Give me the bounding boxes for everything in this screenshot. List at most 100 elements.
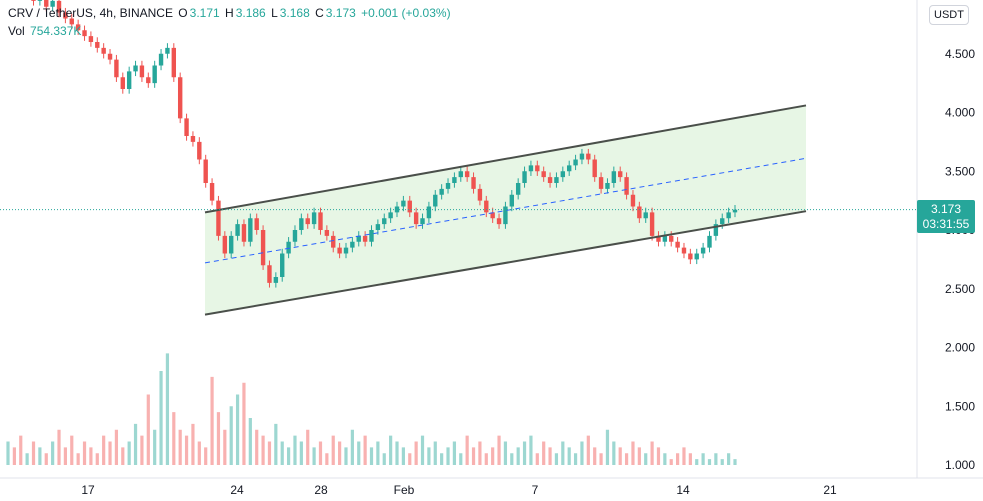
candle-body xyxy=(535,165,540,172)
currency-button[interactable]: USDT xyxy=(929,5,969,25)
candle-body xyxy=(248,218,253,242)
candle-body xyxy=(707,235,712,248)
candle-body xyxy=(515,183,521,195)
candle-body xyxy=(286,241,291,254)
volume-bar xyxy=(510,453,514,465)
candle-body xyxy=(56,0,62,13)
volume-bar xyxy=(229,406,233,465)
volume-bar xyxy=(140,435,144,465)
volume-bar xyxy=(440,453,444,465)
volume-bar xyxy=(286,447,291,465)
candle-body xyxy=(452,177,457,183)
candle-body xyxy=(426,206,432,219)
candle-body xyxy=(375,224,381,230)
candle-body xyxy=(547,177,553,183)
candle-body xyxy=(477,188,483,201)
volume-bar xyxy=(133,423,138,465)
volume-bar xyxy=(70,435,74,465)
candle-body xyxy=(643,212,648,219)
volume-bar xyxy=(618,447,622,465)
candle-body xyxy=(203,159,208,183)
volume-bar xyxy=(529,435,533,465)
volume-bar xyxy=(12,447,16,465)
volume-bar xyxy=(548,447,552,465)
candle-body xyxy=(318,212,323,230)
volume-bar xyxy=(255,429,259,465)
volume-bar xyxy=(306,429,310,465)
volume-bar xyxy=(344,447,348,465)
volume-bar xyxy=(325,453,329,465)
high-key: H xyxy=(225,6,234,20)
candle-body xyxy=(95,42,100,48)
volume-bar xyxy=(650,441,654,465)
volume-bar xyxy=(695,459,699,465)
volume-bar xyxy=(165,353,170,465)
candle-body xyxy=(579,153,585,160)
volume-bar xyxy=(605,429,610,465)
volume-bar xyxy=(318,441,323,465)
candle-body xyxy=(407,200,412,213)
candle-body xyxy=(209,183,215,201)
candle-body xyxy=(139,65,145,78)
volume-bar xyxy=(76,453,80,465)
candle-body xyxy=(439,188,444,195)
volume-bar xyxy=(727,453,731,465)
candle-body xyxy=(618,171,623,178)
volume-bar xyxy=(178,429,182,465)
candle-body xyxy=(669,235,674,242)
volume-bar xyxy=(121,447,125,465)
candle-body xyxy=(554,177,559,183)
low-value: 3.168 xyxy=(279,6,310,20)
volume-bar xyxy=(357,441,361,465)
volume-bar xyxy=(389,435,393,465)
volume-bar xyxy=(459,453,463,465)
volume-bar xyxy=(19,435,23,465)
candle-body xyxy=(382,218,387,225)
candle-body xyxy=(216,200,221,236)
volume-bar xyxy=(216,412,221,465)
x-tick-label: 14 xyxy=(676,483,690,497)
candle-body xyxy=(503,206,508,225)
y-tick-label: 2.000 xyxy=(945,341,975,355)
volume-bar xyxy=(669,459,673,465)
volume-bar xyxy=(586,435,590,465)
volume-bar xyxy=(478,441,482,465)
volume-bar xyxy=(567,447,571,465)
candle-body xyxy=(158,53,164,66)
volume-bar xyxy=(338,441,342,465)
candle-body xyxy=(656,235,661,242)
volume-label: Vol xyxy=(8,24,25,38)
candle-body xyxy=(63,12,68,19)
candle-body xyxy=(458,171,463,178)
candle-body xyxy=(586,153,591,160)
volume-bar xyxy=(89,447,93,465)
candle-body xyxy=(713,224,719,236)
candle-body xyxy=(522,171,527,183)
candle-body xyxy=(541,171,546,178)
volume-bar xyxy=(401,447,405,465)
volume-bar xyxy=(522,441,527,465)
candle-body xyxy=(662,235,668,242)
bar-countdown: 03:31:55 xyxy=(922,217,970,231)
volume-bar xyxy=(663,453,667,465)
volume-bar xyxy=(242,382,246,465)
candle-body xyxy=(464,171,470,178)
candle-body xyxy=(235,224,240,236)
candle-body xyxy=(331,235,336,248)
open-value: 3.171 xyxy=(189,6,220,20)
open-key: O xyxy=(178,6,188,20)
y-tick-label: 4.000 xyxy=(945,106,975,120)
candle-body xyxy=(260,230,266,266)
volume-bar xyxy=(656,447,661,465)
volume-bar xyxy=(503,441,508,465)
symbol-legend: CRV / TetherUS, 4h, BINANCE O 3.171 H 3.18… xyxy=(8,6,453,20)
candle-body xyxy=(152,65,157,84)
volume-bar xyxy=(331,435,335,465)
volume-bar xyxy=(172,412,176,465)
volume-bar xyxy=(25,453,29,465)
candle-body xyxy=(299,218,304,230)
volume-bar xyxy=(701,453,705,465)
candle-body xyxy=(624,177,629,195)
volume-bar xyxy=(676,453,680,465)
